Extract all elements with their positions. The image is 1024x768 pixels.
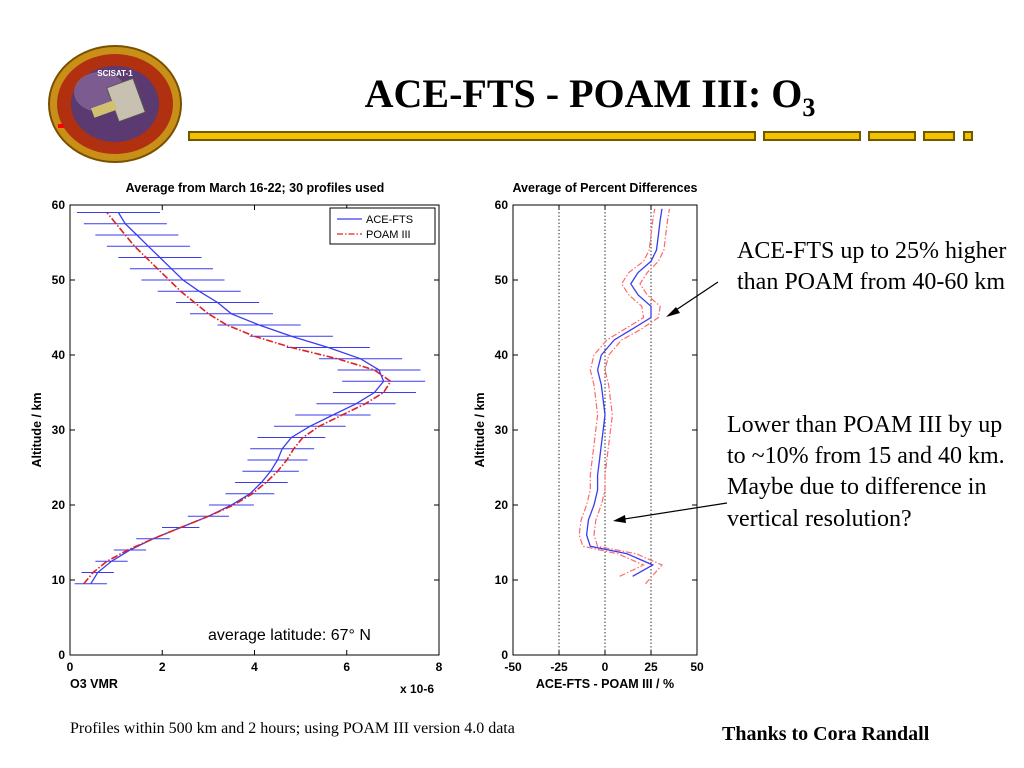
- left-xtick-label: 4: [251, 660, 258, 674]
- left-xtick-label: 0: [67, 660, 74, 674]
- series-line-mean: [585, 208, 663, 577]
- legend-label-ace: ACE-FTS: [366, 214, 413, 226]
- footer-credit: Thanks to Cora Randall: [722, 723, 930, 745]
- left-xtick-label: 8: [436, 660, 443, 674]
- arrow-1: [669, 281, 719, 315]
- arrow-2: [617, 502, 728, 521]
- rule-bar-1: [188, 131, 756, 141]
- right-ytick-label: 0: [501, 648, 508, 662]
- left-xtick-label: 6: [343, 660, 350, 674]
- right-ytick-label: 40: [495, 348, 509, 362]
- title-main: ACE-FTS - POAM III: O: [364, 71, 803, 116]
- arrow-1-head: [666, 307, 680, 317]
- right-data: [558, 205, 670, 655]
- right-ytick-label: 30: [495, 423, 509, 437]
- left-x-multiplier: x 10-6: [400, 682, 434, 696]
- arrow-2-head: [613, 515, 626, 523]
- rule-bar-2: [763, 131, 861, 141]
- left-ticks: 0 2 4 6 8 0 10 20 30 40 50 60: [52, 198, 443, 674]
- annotation-higher: ACE-FTS up to 25% higher than POAM from …: [737, 238, 1007, 296]
- left-ytick-label: 0: [58, 648, 65, 662]
- left-legend: ACE-FTS POAM III: [329, 207, 436, 245]
- legend-box: [329, 207, 436, 245]
- series-line-poam: [83, 211, 392, 585]
- left-ylabel: Altitude / km: [30, 392, 44, 467]
- rule-bar-5: [963, 131, 973, 141]
- chart-right: Average of Percent Differences -50 -25 0 25…: [473, 181, 704, 691]
- left-ytick-label: 10: [52, 573, 66, 587]
- left-xtick-label: 2: [159, 660, 166, 674]
- chart-left: Average from March 16-22; 30 profiles us…: [30, 181, 443, 696]
- annotation-lower: Lower than POAM III by up to ~10% from 1…: [727, 412, 1005, 532]
- right-xtick-label: -50: [504, 660, 522, 674]
- right-chart-title: Average of Percent Differences: [512, 181, 697, 195]
- latitude-annotation: average latitude: 67° N: [208, 627, 371, 644]
- title-subscript: 3: [802, 93, 816, 122]
- left-data: [74, 211, 426, 585]
- left-xlabel: O3 VMR: [70, 677, 118, 691]
- right-xtick-label: -25: [550, 660, 568, 674]
- right-xtick-label: 25: [644, 660, 658, 674]
- title-rule: [188, 131, 978, 145]
- left-ytick-label: 30: [52, 423, 66, 437]
- rule-bar-3: [868, 131, 916, 141]
- left-ytick-label: 50: [52, 273, 66, 287]
- left-ytick-label: 60: [52, 198, 66, 212]
- right-ytick-label: 50: [495, 273, 509, 287]
- footer-note: Profiles within 500 km and 2 hours; usin…: [70, 720, 515, 737]
- right-ylabel: Altitude / km: [473, 392, 487, 467]
- right-ytick-label: 60: [495, 198, 509, 212]
- right-xtick-label: 0: [602, 660, 609, 674]
- legend-label-poam: POAM III: [366, 229, 411, 241]
- left-plot-frame: [69, 204, 440, 656]
- right-xtick-label: 50: [690, 660, 704, 674]
- right-ytick-label: 20: [495, 498, 509, 512]
- left-chart-title: Average from March 16-22; 30 profiles us…: [126, 181, 385, 195]
- series-line-ace: [90, 212, 385, 585]
- left-ytick-label: 40: [52, 348, 66, 362]
- series-line-upper: [593, 208, 670, 585]
- rule-bar-4: [923, 131, 955, 141]
- right-ytick-label: 10: [495, 573, 509, 587]
- page-title: ACE-FTS - POAM III: O3: [290, 70, 890, 123]
- right-xlabel: ACE-FTS - POAM III / %: [536, 677, 674, 691]
- left-ytick-label: 20: [52, 498, 66, 512]
- scisat-logo: SCISAT-1: [48, 45, 182, 163]
- series-line-lower: [578, 208, 656, 577]
- right-ticks: -50 -25 0 25 50 0 10 20 30 40 50 60: [495, 198, 704, 674]
- logo-text: SCISAT-1: [97, 69, 133, 78]
- annotation-arrows: [613, 281, 728, 523]
